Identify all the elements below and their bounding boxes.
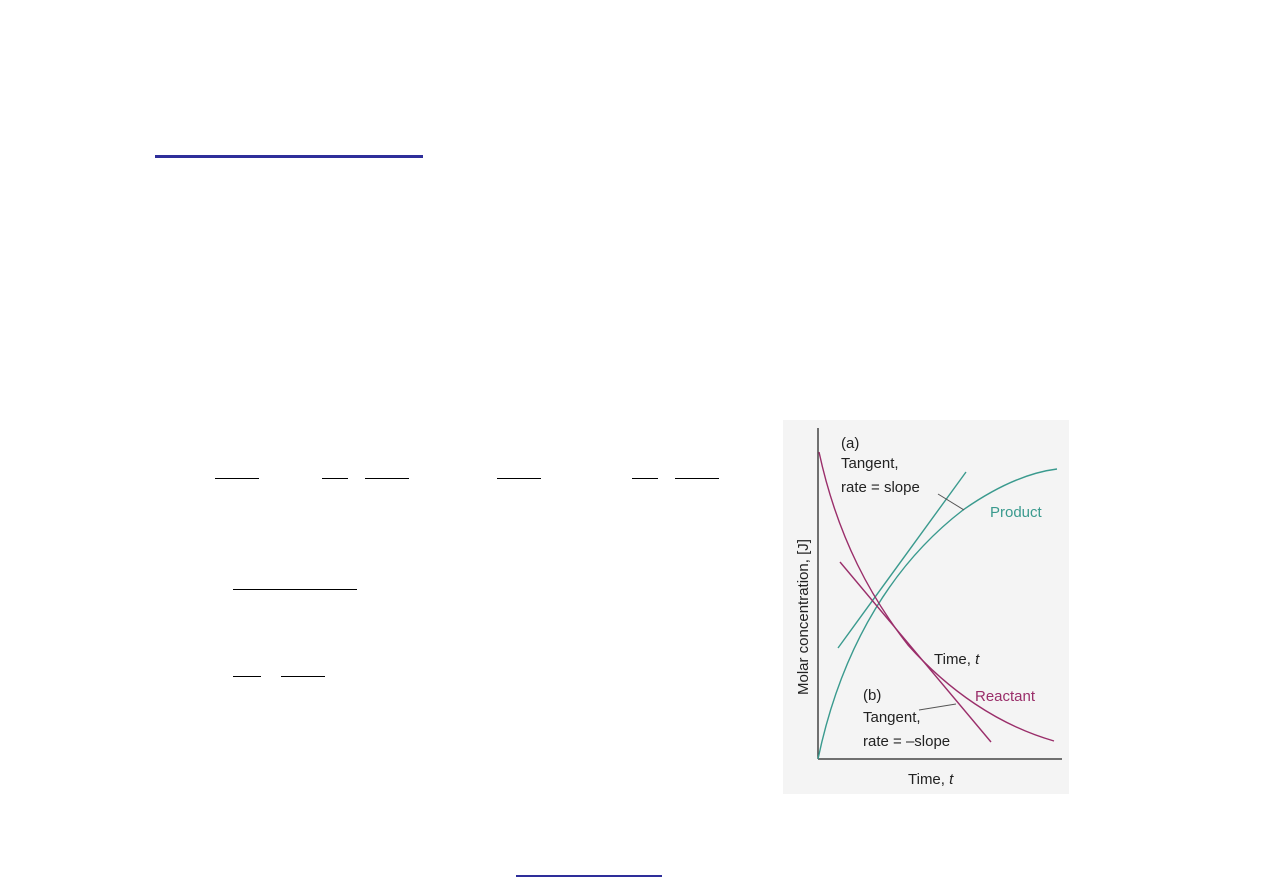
fraction-bar (675, 478, 719, 479)
panel-b-tangent-label: Tangent, (863, 709, 921, 726)
x-axis-label: Time, t (908, 771, 954, 788)
panel-a-label: (a) (841, 435, 859, 452)
inner-time-label: Time, t (934, 651, 980, 668)
figure-svg: (a) Tangent, rate = slope Product Time, … (795, 428, 1062, 788)
fraction-bar (281, 676, 325, 677)
inner-time-variable: t (975, 651, 980, 668)
product-curve (817, 468, 1058, 760)
title-underline (155, 155, 423, 158)
x-axis-prefix: Time, (908, 771, 949, 788)
panel-b-rate-label: rate = –slope (863, 733, 950, 750)
reactant-curve (818, 451, 1055, 742)
fraction-bar (322, 478, 348, 479)
panel-b-label: (b) (863, 687, 881, 704)
reactant-label: Reactant (975, 688, 1036, 705)
reactant-tangent-line (839, 561, 992, 743)
concentration-time-figure: (a) Tangent, rate = slope Product Time, … (783, 420, 1069, 794)
fraction-bar (233, 676, 261, 677)
fraction-bar (233, 589, 357, 590)
fraction-bar (215, 478, 259, 479)
fraction-bar (365, 478, 409, 479)
fraction-bar (632, 478, 658, 479)
fraction-bar (497, 478, 541, 479)
panel-a-tangent-label: Tangent, (841, 455, 899, 472)
y-axis-label: Molar concentration, [J] (795, 539, 812, 695)
footer-link-underline[interactable] (516, 875, 662, 877)
x-axis-variable: t (949, 771, 954, 788)
product-label: Product (990, 504, 1043, 521)
negative-slope-leader-line (918, 703, 957, 711)
panel-a-rate-label: rate = slope (841, 479, 920, 496)
inner-time-prefix: Time, (934, 651, 975, 668)
product-tangent-line (837, 471, 967, 649)
slope-leader-line (937, 493, 965, 511)
